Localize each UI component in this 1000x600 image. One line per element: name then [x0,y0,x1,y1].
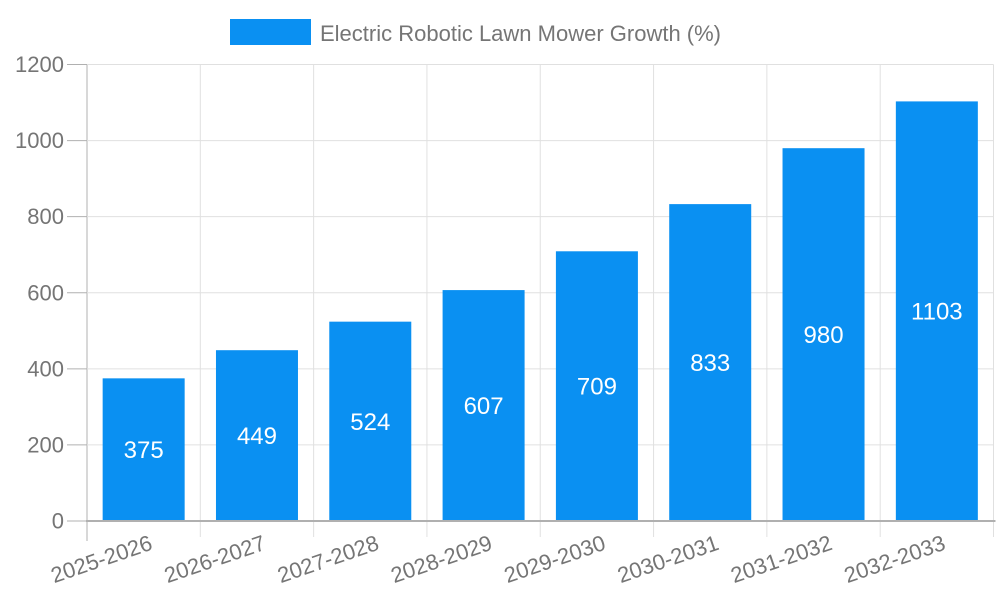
bars: 375 449 524 607 709 833 980 1103 [102,101,978,522]
bar-value-label: 980 [804,322,844,349]
x-tick-label: 2028-2029 [388,530,496,588]
legend[interactable]: Electric Robotic Lawn Mower Growth (%) [230,19,721,46]
x-tick-label: 2027-2028 [274,530,382,588]
bar-value-label: 833 [690,350,730,377]
bar[interactable] [782,148,865,522]
y-tick-label: 600 [27,280,64,305]
bar[interactable] [442,290,525,521]
x-tick-label: 2031-2032 [728,530,836,588]
x-tick-label: 2025-2026 [48,530,156,588]
y-tick-label: 1200 [15,52,64,77]
bar[interactable] [669,204,752,521]
bar-value-label: 375 [124,437,164,464]
vertical-gridlines [86,64,994,541]
bar[interactable] [895,101,978,521]
bar-value-label: 524 [350,409,390,436]
x-tick-label: 2032-2033 [841,530,949,588]
y-tick-label: 200 [27,432,64,457]
bar-value-label: 607 [464,393,504,420]
x-tick-label: 2030-2031 [614,530,722,588]
bar-value-label: 1103 [911,299,963,326]
x-axis-labels: 2025-2026 2026-2027 2027-2028 2028-2029 2029… [48,530,949,588]
legend-swatch [230,19,311,45]
bar-value-label: 449 [237,423,277,450]
bar-value-label: 709 [577,374,617,401]
x-tick-label: 2029-2030 [501,530,609,588]
x-tick-label: 2026-2027 [161,530,269,588]
bar[interactable] [215,350,298,521]
bar[interactable] [102,378,185,521]
bar[interactable] [329,321,412,521]
bar[interactable] [555,251,638,521]
y-tick-label: 400 [27,356,64,381]
y-tick-label: 800 [27,204,64,229]
y-tick-label: 1000 [15,128,64,153]
axes [67,64,996,522]
y-axis-labels: 0 200 400 600 800 1000 1200 [15,52,64,534]
y-tick-label: 0 [52,509,64,534]
legend-label: Electric Robotic Lawn Mower Growth (%) [320,21,721,46]
